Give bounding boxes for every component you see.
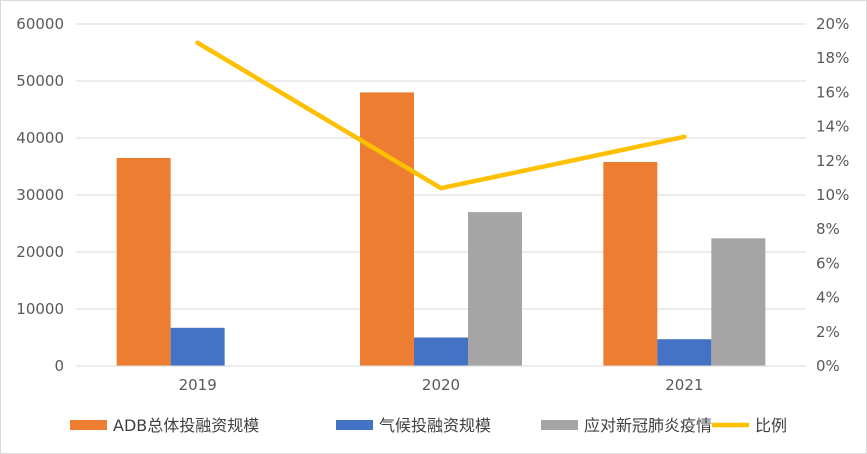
- left-tick-label: 50000: [16, 72, 64, 90]
- right-tick-label: 6%: [816, 254, 840, 272]
- bar-2021-series-2: [657, 339, 712, 366]
- left-tick-label: 0: [54, 357, 64, 375]
- right-tick-label: 16%: [816, 83, 849, 101]
- right-tick-label: 12%: [816, 152, 849, 170]
- left-tick-label: 60000: [16, 15, 64, 33]
- legend-swatch: [70, 420, 107, 430]
- x-tick-label: 2021: [665, 376, 703, 394]
- bar-2020-series-3: [468, 212, 522, 366]
- gridlines: [76, 23, 806, 310]
- ratio-line-layer: [195, 40, 687, 191]
- ratio-point-2020: [438, 185, 444, 191]
- bar-2020-series-1: [360, 92, 414, 367]
- right-tick-label: 18%: [816, 49, 849, 67]
- legend-swatch: [541, 420, 578, 430]
- right-tick-label: 8%: [816, 220, 840, 238]
- right-tick-label: 2%: [816, 323, 840, 341]
- ratio-point-2019: [195, 40, 200, 46]
- right-tick-label: 4%: [816, 289, 840, 307]
- legend-label: 应对新冠肺炎疫情: [584, 416, 712, 435]
- legend-label: 气候投融资规模: [379, 416, 491, 435]
- bar-2020-series-2: [414, 337, 468, 366]
- right-tick-label: 20%: [816, 15, 849, 33]
- legend-swatch: [336, 420, 373, 430]
- right-axis-ticks: 0% 2% 4% 6% 8% 10% 12% 14% 16% 18% 20%: [816, 15, 849, 375]
- right-tick-label: 14%: [816, 118, 849, 136]
- x-tick-label: 2020: [422, 376, 460, 394]
- bar-2019-series-2: [170, 327, 225, 366]
- left-tick-label: 20000: [16, 243, 64, 261]
- left-tick-label: 10000: [16, 300, 64, 318]
- right-tick-label: 10%: [816, 186, 849, 204]
- bars: [116, 92, 766, 367]
- legend-label: 比例: [755, 416, 787, 435]
- x-tick-label: 2019: [179, 376, 217, 394]
- left-axis-ticks: 0 10000 20000 30000 40000 50000 60000: [16, 15, 64, 375]
- left-tick-label: 40000: [16, 129, 64, 147]
- legend: ADB总体投融资规模 气候投融资规模 应对新冠肺炎疫情 比例: [70, 416, 787, 435]
- bar-2019-series-1: [116, 157, 171, 366]
- x-axis-ticks: 2019 2020 2021: [179, 376, 704, 394]
- right-tick-label: 0%: [816, 357, 840, 375]
- bar-2021-series-1: [603, 161, 658, 366]
- left-tick-label: 30000: [16, 186, 64, 204]
- legend-label: ADB总体投融资规模: [113, 416, 259, 435]
- ratio-point-2021: [682, 134, 687, 140]
- bar-2021-series-3: [711, 238, 766, 366]
